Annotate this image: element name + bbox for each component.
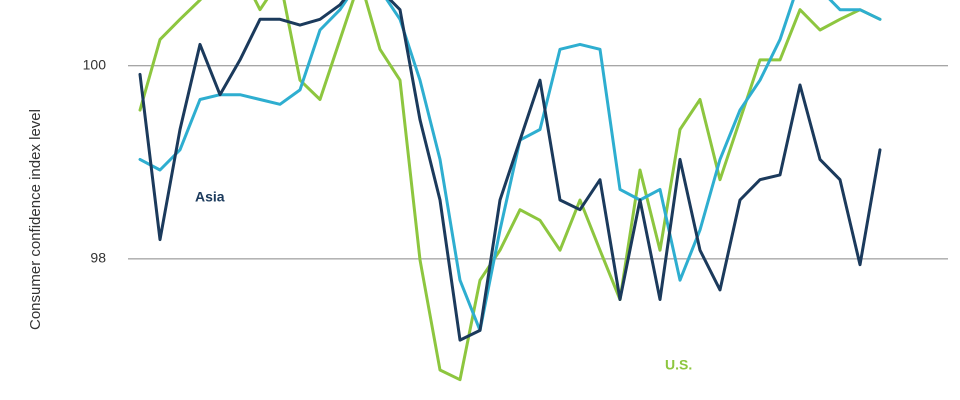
plot-lines	[138, 0, 882, 382]
y-tick-label: 98	[90, 250, 106, 266]
series-label: U.S.	[665, 357, 692, 373]
y-tick-label: 100	[83, 56, 107, 72]
grid	[128, 65, 948, 260]
series-line	[138, 0, 882, 382]
series-label: Asia	[195, 189, 225, 205]
series-line	[138, 0, 882, 332]
series-line	[138, 0, 882, 342]
y-axis-label: Consumer confidence index level	[27, 109, 44, 330]
